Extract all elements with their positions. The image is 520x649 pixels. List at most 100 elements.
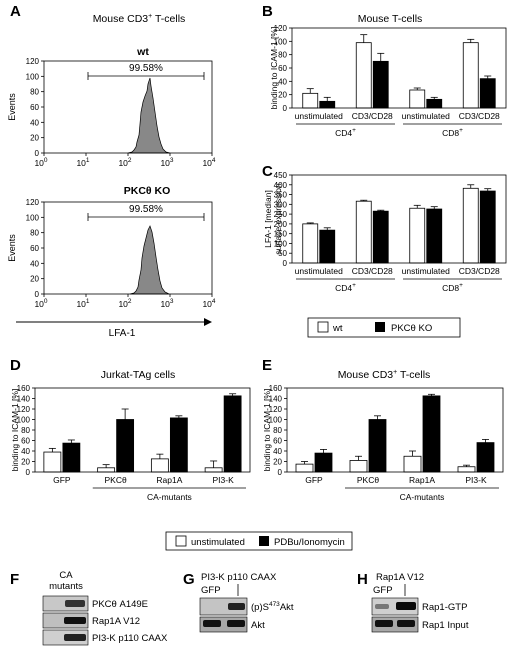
bar-series1 [355,42,372,109]
bar-series1 [349,460,368,473]
category-label: PI3-K [212,475,234,485]
ytick-label: 0 [278,468,283,477]
histogram-xtick: 104 [202,298,215,309]
panel-c-letter: C [262,163,273,180]
histogram-xtick: 102 [118,298,131,309]
ytick-label: 100 [274,239,288,248]
blot-f-label-2: Rap1A V12 [92,616,140,627]
histogram-ytick: 0 [35,149,40,158]
ytick-label: 160 [17,384,31,393]
bar-series2 [223,395,242,473]
ytick-label: 200 [274,220,288,229]
category-label: unstimulated [402,111,450,121]
bar-series2 [372,210,389,264]
bar-series1 [403,455,422,473]
ytick-label: 120 [269,405,283,414]
histogram-ko-frame [43,201,213,295]
legend-wt-swatch [317,321,329,333]
panel-e-letter: E [262,357,272,374]
bar-series2 [476,442,495,473]
histogram-xtick: 101 [76,157,89,168]
bar-series2 [319,229,336,264]
bar-series1 [295,463,314,473]
group-label: CD4+ [335,127,356,138]
bar-series1 [457,466,476,473]
histogram-wt-curve [127,77,171,154]
legend-ko-swatch [375,322,385,332]
histogram-xtick: 103 [160,298,173,309]
panel-a-letter: A [10,3,21,20]
category-label: CD3/CD28 [352,111,393,121]
panel-b-title: Mouse T-cells [358,13,423,25]
bar-series2 [62,442,81,473]
histogram-xtick: 103 [160,157,173,168]
group-label: CD4+ [335,282,356,293]
histogram-xtick: 100 [34,298,47,309]
y-axis-label: surface expression [273,183,283,255]
legend-ko-label: PKCθ KO [391,323,432,334]
ytick-label: 120 [274,24,288,33]
category-label: PI3-K [465,475,487,485]
category-label: unstimulated [295,266,343,276]
bar-series1 [409,89,426,109]
histogram-wt: wt 99.58% Events 0 20 40 60 80 100 120 100 101 1… [7,46,216,168]
bar-series2 [426,98,443,109]
panel-h-letter: H [357,571,368,588]
histogram-ytick: 60 [30,103,39,112]
bar-series1 [355,200,372,264]
ytick-label: 300 [274,200,288,209]
bar-series2 [422,395,441,473]
plot-frame [291,27,507,109]
ytick-label: 150 [274,230,288,239]
legend-wt-label: wt [332,323,343,334]
histogram-ko-curve [129,225,170,295]
panel-d-title: Jurkat-TAg cells [101,369,176,381]
histogram-wt-label: wt [136,46,149,58]
blot-f-label-1: PKCθ A149E [92,599,148,610]
panel-a: A Mouse CD3+ T-cells wt 99.58% Events 0 2… [7,3,216,339]
legend-unstimulated-label: unstimulated [191,537,245,548]
blot-f-label-3: PI3-K p110 CAAX [92,633,168,644]
category-label: unstimulated [402,266,450,276]
ytick-label: 100 [274,37,288,46]
group-label: CD8+ [442,127,463,138]
group-label: CA-mutants [147,492,192,502]
bar-series1 [302,223,319,264]
group-label: CD8+ [442,282,463,293]
category-label: PKCθ [357,475,379,485]
lfa1-label: LFA-1 [109,328,136,339]
lfa1-arrow: LFA-1 [16,318,212,339]
ytick-label: 20 [21,458,30,467]
histogram-ytick: 80 [30,88,39,97]
blot-h-label-2: Rap1 Input [422,620,469,631]
ytick-label: 0 [26,468,31,477]
legend-stimulation: unstimulated PDBu/Ionomycin [165,531,353,551]
ytick-label: 60 [21,437,30,446]
legend-pdbu-swatch [259,536,269,546]
y-axis-label: binding to ICAM-1 [%] [269,27,279,110]
bar-series2 [319,100,336,109]
ytick-label: 120 [17,405,31,414]
histogram-ytick: 40 [30,118,39,127]
ytick-label: 100 [269,416,283,425]
histogram-wt-percent: 99.58% [129,63,163,74]
histogram-ytick: 60 [30,244,39,253]
panel-h-blot: H Rap1A V12 GFP Rap1-GTP Rap1 Input [357,571,469,633]
y-axis-label: binding to ICAM-1 [%] [262,389,272,472]
histogram-ko-ylabel: Events [7,234,17,262]
legend-unstimulated-swatch [175,535,187,547]
ytick-label: 40 [278,77,287,86]
panel-g-lane-gfp: GFP [201,585,221,596]
panel-g-letter: G [183,571,195,588]
category-label: PKCθ [105,475,127,485]
ytick-label: 20 [273,458,282,467]
ytick-label: 160 [269,384,283,393]
histogram-ytick: 100 [26,72,40,81]
blot-g-label-1: (p)S473Akt [251,601,294,613]
histogram-xtick: 102 [118,157,131,168]
histogram-pkctheta-ko: PKCθ KO 99.58% Events 0 20 40 60 80 100 120 10… [7,185,216,309]
ytick-label: 80 [273,426,282,435]
category-label: CD3/CD28 [459,111,500,121]
